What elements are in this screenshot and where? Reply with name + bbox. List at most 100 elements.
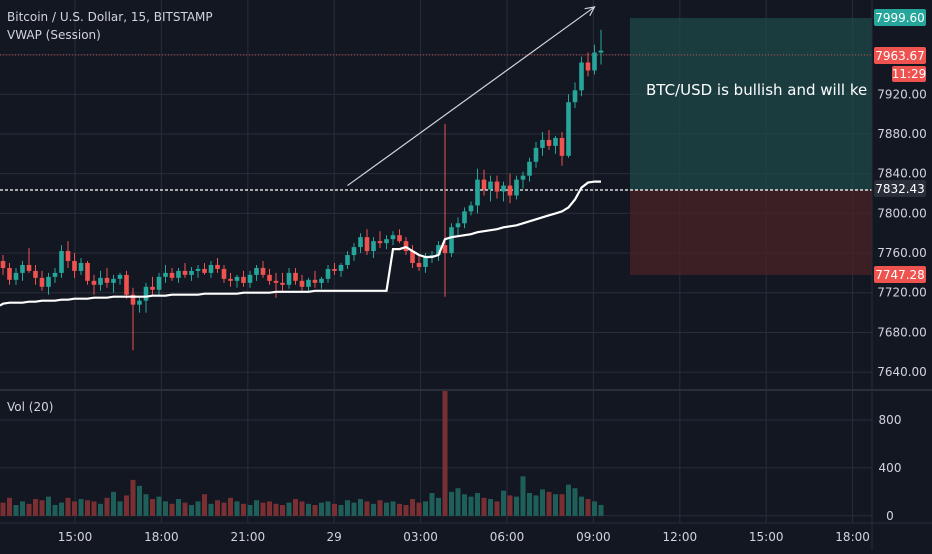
volume-bar[interactable]	[455, 488, 461, 516]
candle[interactable]	[7, 262, 12, 285]
candle[interactable]	[260, 260, 266, 278]
candle[interactable]	[481, 169, 487, 196]
volume-bar[interactable]	[0, 502, 6, 516]
candle[interactable]	[572, 82, 578, 109]
volume-bar[interactable]	[377, 500, 383, 516]
candle[interactable]	[98, 270, 103, 291]
candle[interactable]	[111, 274, 116, 293]
candle[interactable]	[150, 276, 155, 295]
volume-bar[interactable]	[371, 503, 376, 516]
candle[interactable]	[546, 130, 552, 150]
volume-bar[interactable]	[267, 501, 272, 516]
volume-bar[interactable]	[442, 390, 448, 516]
candle[interactable]	[442, 124, 448, 297]
volume-axis[interactable]: 0 400 800	[879, 413, 902, 523]
volume-bar[interactable]	[559, 494, 565, 516]
volume-bar[interactable]	[202, 494, 207, 516]
candle[interactable]	[462, 207, 467, 229]
candle[interactable]	[137, 297, 142, 313]
volume-bar[interactable]	[156, 496, 162, 516]
volume-bar[interactable]	[33, 499, 38, 516]
annotation-text[interactable]: BTC/USD is bullish and will ke	[646, 81, 867, 99]
volume-bar[interactable]	[59, 502, 64, 516]
candle[interactable]	[358, 233, 363, 254]
volume-bar[interactable]	[104, 497, 110, 516]
volume-bar[interactable]	[20, 501, 25, 516]
candle[interactable]	[254, 264, 259, 281]
volume-bar[interactable]	[46, 496, 51, 516]
volume-bar[interactable]	[397, 503, 402, 516]
trend-arrow[interactable]	[347, 6, 596, 187]
candle[interactable]	[540, 131, 545, 156]
volume-bar[interactable]	[117, 501, 123, 516]
candle[interactable]	[189, 266, 194, 281]
time-axis[interactable]: 15:00 18:00 21:00 29 03:00 06:00 09:00 12:00 15:…	[58, 530, 870, 544]
candle[interactable]	[579, 56, 584, 97]
candle[interactable]	[208, 260, 214, 278]
candle[interactable]	[169, 267, 175, 281]
profit-zone[interactable]	[630, 18, 872, 190]
candle[interactable]	[338, 262, 344, 277]
volume-bar[interactable]	[462, 494, 467, 516]
candle[interactable]	[332, 262, 337, 275]
candle[interactable]	[39, 270, 45, 291]
volume-bar[interactable]	[403, 505, 409, 516]
volume-bar[interactable]	[345, 500, 350, 516]
volume-bar[interactable]	[85, 500, 90, 516]
candle[interactable]	[494, 175, 500, 199]
volume-bar[interactable]	[358, 499, 363, 516]
candle[interactable]	[475, 168, 480, 214]
volume-bar[interactable]	[247, 505, 253, 516]
candle[interactable]	[0, 255, 6, 275]
candle[interactable]	[221, 264, 227, 283]
candle[interactable]	[319, 276, 324, 289]
volume-bar[interactable]	[533, 495, 539, 516]
volume-bar[interactable]	[449, 491, 454, 516]
candle[interactable]	[78, 258, 84, 275]
candle[interactable]	[59, 245, 64, 278]
loss-zone[interactable]	[630, 190, 872, 275]
volume-bar[interactable]	[481, 497, 487, 516]
candle[interactable]	[397, 229, 402, 244]
volume-bar[interactable]	[143, 494, 149, 516]
candle[interactable]	[585, 52, 591, 77]
candle[interactable]	[507, 173, 513, 204]
volume-bar[interactable]	[332, 503, 337, 516]
volume-bar[interactable]	[410, 499, 415, 516]
volume-bar[interactable]	[221, 502, 227, 516]
volume-bar[interactable]	[527, 493, 532, 516]
volume-bar[interactable]	[78, 499, 84, 516]
candle[interactable]	[33, 264, 38, 285]
volume-bar[interactable]	[384, 502, 389, 516]
candle[interactable]	[124, 270, 129, 299]
candle[interactable]	[234, 274, 240, 288]
candle[interactable]	[306, 277, 311, 293]
volume-bar[interactable]	[39, 500, 45, 516]
candle[interactable]	[449, 223, 454, 258]
volume-bar[interactable]	[507, 495, 513, 516]
candle[interactable]	[20, 260, 25, 281]
volume-bar[interactable]	[475, 493, 480, 516]
volume-bar[interactable]	[312, 505, 318, 516]
volume-bar[interactable]	[546, 491, 552, 516]
candle[interactable]	[273, 272, 279, 298]
volume-bar[interactable]	[137, 485, 142, 516]
volume-legend[interactable]: Vol (20)	[7, 400, 54, 414]
volume-bar[interactable]	[423, 501, 428, 516]
volume-bar[interactable]	[13, 505, 19, 516]
volume-bar[interactable]	[280, 505, 285, 516]
candle[interactable]	[514, 175, 519, 200]
candle[interactable]	[267, 268, 272, 285]
volume-bar[interactable]	[273, 503, 279, 516]
volume-bar[interactable]	[228, 497, 233, 516]
candle[interactable]	[215, 258, 220, 273]
candle[interactable]	[377, 231, 383, 249]
candle[interactable]	[247, 270, 253, 288]
candle[interactable]	[65, 241, 71, 268]
volume-bar[interactable]	[130, 479, 136, 516]
volume-bar[interactable]	[169, 503, 175, 516]
candle[interactable]	[325, 264, 331, 283]
volume-bar[interactable]	[325, 501, 331, 516]
candle[interactable]	[533, 141, 539, 168]
volume-bar[interactable]	[176, 499, 181, 516]
